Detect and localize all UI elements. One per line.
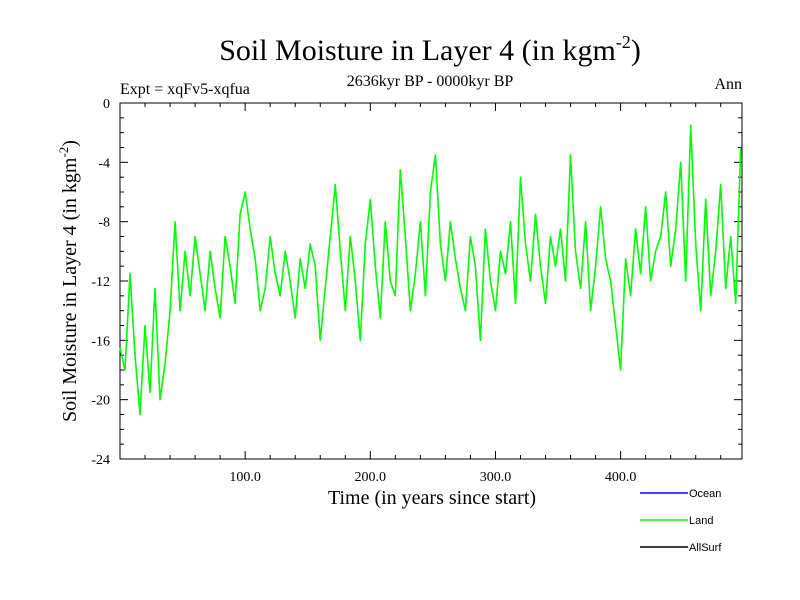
y-tick-label: -8: [98, 216, 110, 231]
y-tick-label: -12: [91, 275, 110, 290]
y-tick-label: -24: [91, 453, 110, 468]
y-tick-label: -4: [98, 156, 110, 171]
series-line-land: [119, 124, 742, 416]
series-layer: [119, 124, 742, 416]
chart-title: Soil Moisture in Layer 4 (in kgm-2): [219, 32, 641, 67]
chart-title-sup: -2: [616, 32, 631, 52]
y-axis-label-sup: -2: [56, 147, 71, 158]
y-tick-label: -16: [91, 334, 110, 349]
y-axis-label: Soil Moisture in Layer 4 (in kgm-2): [56, 140, 81, 422]
chart-title-close: ): [631, 34, 641, 67]
y-axis-label-close: ): [59, 140, 81, 147]
legend: Ocean Land AllSurf: [640, 488, 722, 554]
x-tick-label: 300.0: [480, 470, 512, 485]
chart-subtitle: 2636kyr BP - 0000kyr BP: [347, 73, 514, 90]
x-axis-label: Time (in years since start): [328, 487, 536, 509]
y-tick-label: -20: [91, 394, 110, 409]
legend-label-land: Land: [689, 515, 713, 527]
legend-label-ocean: Ocean: [689, 488, 721, 500]
x-tick-label: 100.0: [229, 470, 261, 485]
season-label: Ann: [714, 76, 742, 93]
axis-ticks: 0 -4 -8 -12 -16 -20 -24 100.0 200.0 300.0 400.0: [91, 97, 742, 485]
x-tick-label: 400.0: [605, 470, 637, 485]
y-tick-label: 0: [103, 97, 110, 112]
legend-label-allsurf: AllSurf: [689, 542, 722, 554]
expt-label: Expt = xqFv5-xqfua: [120, 81, 250, 98]
x-tick-label: 200.0: [355, 470, 387, 485]
